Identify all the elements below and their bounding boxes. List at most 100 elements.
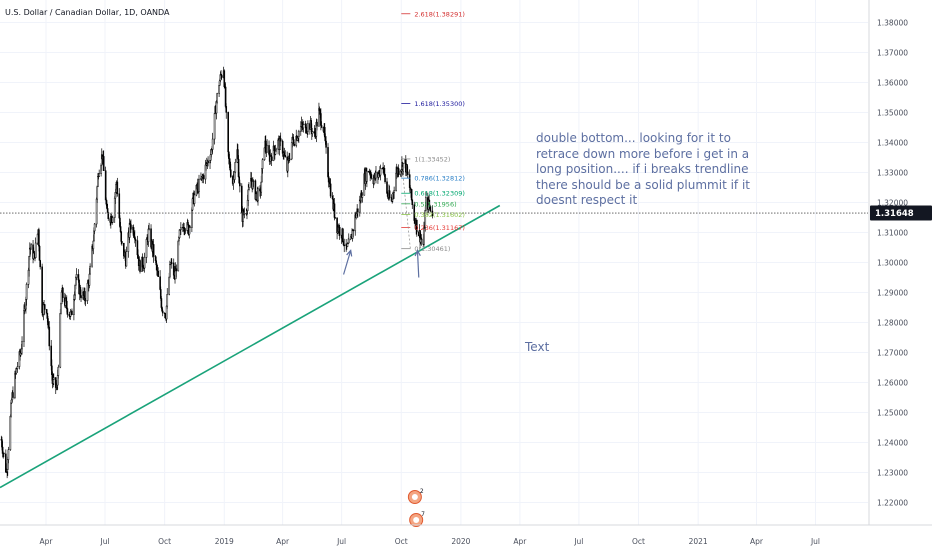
candle-body xyxy=(425,197,427,211)
candle-body xyxy=(234,161,237,173)
text-annotation: Text xyxy=(525,340,550,354)
fib-extension-label: 2.618(1.38291) xyxy=(414,10,465,18)
price-tick-label: 1.36000 xyxy=(877,79,908,88)
candle-body xyxy=(416,219,418,233)
candle-body xyxy=(357,208,359,213)
candle-body xyxy=(198,178,200,192)
candle-body xyxy=(388,190,391,198)
fib-trend-line xyxy=(400,158,411,249)
price-tick-label: 1.32000 xyxy=(877,199,908,208)
candle-body xyxy=(104,170,107,201)
candle-body xyxy=(406,171,409,175)
candle-body xyxy=(229,169,232,177)
price-tick-label: 1.26000 xyxy=(877,379,908,388)
candle-body xyxy=(284,155,287,158)
candle-body xyxy=(96,186,99,200)
candle-body xyxy=(161,310,164,314)
candle-body xyxy=(25,284,28,300)
candle-body xyxy=(361,194,364,198)
candle-body xyxy=(32,252,35,259)
time-axis[interactable]: Apr Jul Oct 2019 Apr Jul Oct 2020 Apr Jul Oct 2021 A… xyxy=(40,537,820,546)
time-tick-label: Oct xyxy=(395,537,408,546)
candle-body xyxy=(137,254,139,258)
candle-body xyxy=(43,304,46,310)
candle-body xyxy=(157,270,159,277)
candle-body xyxy=(329,183,332,197)
candle-body xyxy=(3,452,5,455)
candle-body xyxy=(252,180,255,182)
candle-body xyxy=(120,231,123,242)
candle-body xyxy=(191,209,193,228)
candle-body xyxy=(71,310,73,315)
candle-body xyxy=(386,181,388,194)
current-price-badge: 1.31648 xyxy=(870,205,932,221)
candle-body xyxy=(343,244,346,247)
candle-body xyxy=(38,245,41,261)
price-axis[interactable]: 1.38000 1.37000 1.36000 1.35000 1.34000 1.330… xyxy=(877,19,908,508)
time-tick-label: Jul xyxy=(336,537,346,546)
time-tick-label: Jul xyxy=(573,537,583,546)
candle-body xyxy=(168,276,170,295)
candle-body xyxy=(48,326,51,347)
candle-body xyxy=(178,229,181,238)
candle-body xyxy=(80,295,82,299)
candle-body xyxy=(266,145,268,153)
price-tick-label: 1.25000 xyxy=(877,409,908,418)
candle-body xyxy=(270,156,273,161)
candle-body xyxy=(65,300,68,309)
candle-body xyxy=(134,238,137,241)
candle-body xyxy=(393,190,395,193)
candle-body xyxy=(288,158,291,160)
fib-level-label: 1(1.33452) xyxy=(414,155,450,163)
candle-body xyxy=(257,188,259,202)
candle-body xyxy=(180,227,182,230)
candle-body xyxy=(88,273,91,286)
candle-body xyxy=(38,229,40,247)
candle-body xyxy=(86,282,89,301)
annotation-arrow-head xyxy=(346,249,353,257)
candle-body xyxy=(243,213,246,215)
symbol-title: U.S. Dollar / Canadian Dollar, 1D, OANDA xyxy=(5,8,170,17)
candle-body xyxy=(239,182,241,187)
candle-body xyxy=(218,85,220,94)
candle-body xyxy=(59,313,62,368)
candle-body xyxy=(211,138,214,150)
candle-body xyxy=(247,189,250,201)
candle-body xyxy=(116,181,119,195)
time-tick-label: Apr xyxy=(750,537,764,546)
candle-body xyxy=(111,217,114,223)
drawing-tools: 1(1.33452) 0.786(1.32812) 0.618(1.32309) 0.… xyxy=(0,10,868,489)
trade-note: double bottom... looking for it to retra… xyxy=(536,131,751,207)
annotation-arrow xyxy=(416,250,420,278)
candle-body xyxy=(307,123,309,132)
candle-body xyxy=(250,178,253,182)
fib-level-label: 0.5(1.31956) xyxy=(414,200,456,208)
candle-body xyxy=(145,239,148,258)
candle-body xyxy=(60,303,62,314)
candle-body xyxy=(383,168,386,175)
candle-body xyxy=(352,229,355,232)
fib-level-label: 0.618(1.32309) xyxy=(414,190,465,198)
candle-body xyxy=(152,244,155,257)
candle-body xyxy=(16,366,19,369)
time-tick-label: Apr xyxy=(276,537,290,546)
event-count: 2 xyxy=(420,488,424,495)
time-tick-label: Jul xyxy=(810,537,820,546)
candle-body xyxy=(202,175,205,180)
candle-body xyxy=(320,125,323,128)
candle-body xyxy=(260,181,263,193)
fib-level-label: 0.236(1.31167) xyxy=(414,224,465,232)
candle-body xyxy=(39,260,41,268)
candle-body xyxy=(60,291,63,305)
current-price-label: 1.31648 xyxy=(875,209,914,219)
candle-body xyxy=(370,174,373,179)
time-tick-label: Apr xyxy=(40,537,54,546)
candle-body xyxy=(375,172,377,179)
event-icon-dot xyxy=(411,494,418,500)
candle-body xyxy=(293,143,296,146)
candle-body xyxy=(379,168,382,176)
time-tick-label: Oct xyxy=(632,537,645,546)
annotation-arrow xyxy=(342,250,352,275)
candle-body xyxy=(193,194,196,204)
